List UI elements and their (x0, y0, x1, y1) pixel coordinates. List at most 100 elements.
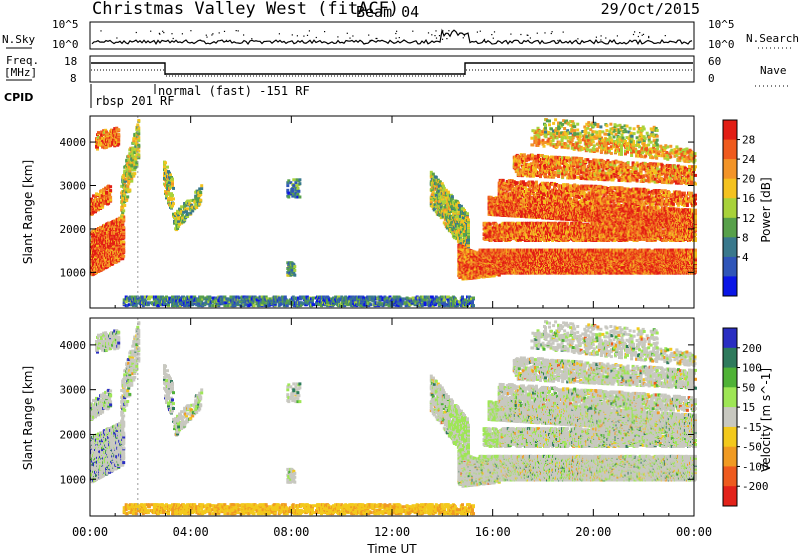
nsearch-point (337, 36, 338, 37)
nsearch-point (206, 37, 207, 38)
power-cell (432, 173, 435, 176)
nsearch-point (601, 35, 602, 36)
nsearch-point (292, 34, 293, 35)
power-cell (97, 131, 100, 134)
power-cell (117, 139, 120, 142)
nsearch-point (136, 32, 137, 33)
nsearch-point (510, 34, 511, 35)
nsearch-point (446, 38, 447, 39)
nsearch-point (251, 38, 252, 39)
nsearch-point (442, 39, 443, 40)
power-cell (128, 189, 131, 192)
power-cell (123, 170, 126, 173)
power-cell (122, 245, 125, 248)
power-cell (136, 123, 139, 126)
power-cell (172, 197, 175, 200)
power-cell (180, 205, 183, 208)
power-cell (172, 187, 175, 190)
nsearch-point (439, 35, 440, 36)
power-cell (126, 195, 129, 198)
nsearch-point (238, 30, 239, 31)
power-cell (187, 200, 190, 203)
nsearch-point (648, 36, 649, 37)
nsearch-point (552, 31, 553, 32)
power-cell (198, 203, 201, 206)
nsearch-point (226, 40, 227, 41)
power-cell (171, 178, 174, 181)
nsearch-point (435, 30, 436, 31)
power-cell (122, 209, 125, 212)
power-cell (133, 172, 136, 175)
power-cell (286, 184, 289, 187)
nsearch-point (551, 33, 552, 34)
nsearch-point (638, 36, 639, 37)
power-cell (169, 173, 172, 176)
nsearch-point (236, 30, 237, 31)
freq-trace (91, 63, 693, 74)
power-cell (200, 187, 203, 190)
nsearch-point (307, 35, 308, 36)
nsearch-point (633, 34, 634, 35)
nsearch-point (171, 33, 172, 34)
nsearch-point (530, 37, 531, 38)
nsearch-point (316, 37, 317, 38)
power-cell (292, 178, 295, 181)
nsearch-point (347, 33, 348, 34)
nsearch-point (150, 31, 151, 32)
nsearch-point (116, 37, 117, 38)
beam-label: Beam 04 (356, 3, 419, 21)
nsearch-point (370, 40, 371, 41)
power-cell (293, 274, 296, 277)
power-cell (177, 220, 180, 223)
power-cell (130, 180, 133, 183)
radar-summary-plot: Christmas Valley West (fitACF) Beam 04 2… (0, 0, 800, 554)
power-cell (171, 194, 174, 197)
nsearch-point (297, 35, 298, 36)
power-cell (122, 255, 125, 258)
power-cell (292, 184, 295, 187)
nsearch-point (639, 32, 640, 33)
nsearch-point (352, 35, 353, 36)
cpid-label: CPID (4, 91, 33, 104)
power-cell (298, 182, 301, 185)
nsearch-point (368, 35, 369, 36)
nsearch-point (464, 35, 465, 36)
power-cell (137, 153, 140, 156)
power-cell (297, 190, 300, 193)
nsearch-point (182, 33, 183, 34)
nsearch-point (200, 40, 201, 41)
nsearch-point (442, 30, 443, 31)
nsearch-point (396, 38, 397, 39)
nsearch-point (634, 31, 635, 32)
nsearch-point (493, 38, 494, 39)
nsky-panel-frame (90, 22, 694, 49)
nsearch-point (477, 32, 478, 33)
nsearch-point (491, 34, 492, 35)
nsearch-point (463, 37, 464, 38)
power-cell (286, 189, 289, 192)
nsearch-point (376, 38, 377, 39)
power-cell (293, 269, 296, 272)
power-cell (117, 133, 120, 136)
power-cell (199, 199, 202, 202)
nsearch-point (100, 30, 101, 31)
nsky-tick-bottom: 10^0 (52, 38, 79, 51)
nsearch-point (163, 32, 164, 33)
nsearch-point (436, 38, 437, 39)
nsearch-point (480, 31, 481, 32)
power-cell (117, 128, 120, 131)
freq-tick-top: 18 (64, 55, 77, 68)
nave-tick-top: 60 (708, 55, 721, 68)
nsearch-point (431, 34, 432, 35)
nave-label: Nave (760, 64, 787, 77)
nsearch-point (600, 39, 601, 40)
power-cell (186, 207, 189, 210)
cpid-mode-normal: normal (fast) -151 RF (158, 84, 310, 98)
nsearch-point (642, 35, 643, 36)
power-cell (123, 204, 126, 207)
nsearch-point (309, 30, 310, 31)
date-label: 29/Oct/2015 (601, 0, 700, 18)
nsearch-point (537, 33, 538, 34)
power-cell (291, 190, 294, 193)
power-cell (298, 178, 301, 181)
